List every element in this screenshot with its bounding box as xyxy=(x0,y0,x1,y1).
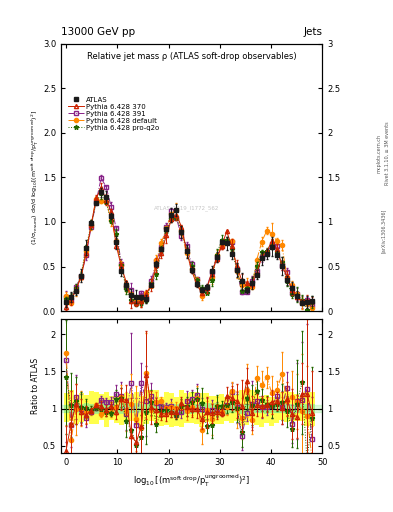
Bar xyxy=(61,405,322,412)
Text: Relative jet mass ρ (ATLAS soft-drop observables): Relative jet mass ρ (ATLAS soft-drop obs… xyxy=(87,52,296,60)
Text: Rivet 3.1.10, ≥ 3M events: Rivet 3.1.10, ≥ 3M events xyxy=(385,122,389,185)
Text: 13000 GeV pp: 13000 GeV pp xyxy=(61,27,135,37)
Text: Jets: Jets xyxy=(303,27,322,37)
Y-axis label: Ratio to ATLAS: Ratio to ATLAS xyxy=(31,358,40,414)
Y-axis label: (1/σ$_{\mathrm{resumi}}$) dσ/d log$_{10}$[(m$^{\mathrm{soft\ drop}}$/p$_\mathrm{: (1/σ$_{\mathrm{resumi}}$) dσ/d log$_{10}… xyxy=(30,110,41,245)
Text: [arXiv:1306.3436]: [arXiv:1306.3436] xyxy=(381,208,386,252)
X-axis label: $\log_{10}$[(m$^{\rm soft\ drop}$/p$_{\rm T}^{\rm ungroomed}$)$^2$]: $\log_{10}$[(m$^{\rm soft\ drop}$/p$_{\r… xyxy=(133,473,250,489)
Text: ATLAS_2019_I1772_562: ATLAS_2019_I1772_562 xyxy=(154,205,219,211)
Legend: ATLAS, Pythia 6.428 370, Pythia 6.428 391, Pythia 6.428 default, Pythia 6.428 pr: ATLAS, Pythia 6.428 370, Pythia 6.428 39… xyxy=(66,94,162,134)
Text: mcplots.cern.ch: mcplots.cern.ch xyxy=(377,134,382,173)
